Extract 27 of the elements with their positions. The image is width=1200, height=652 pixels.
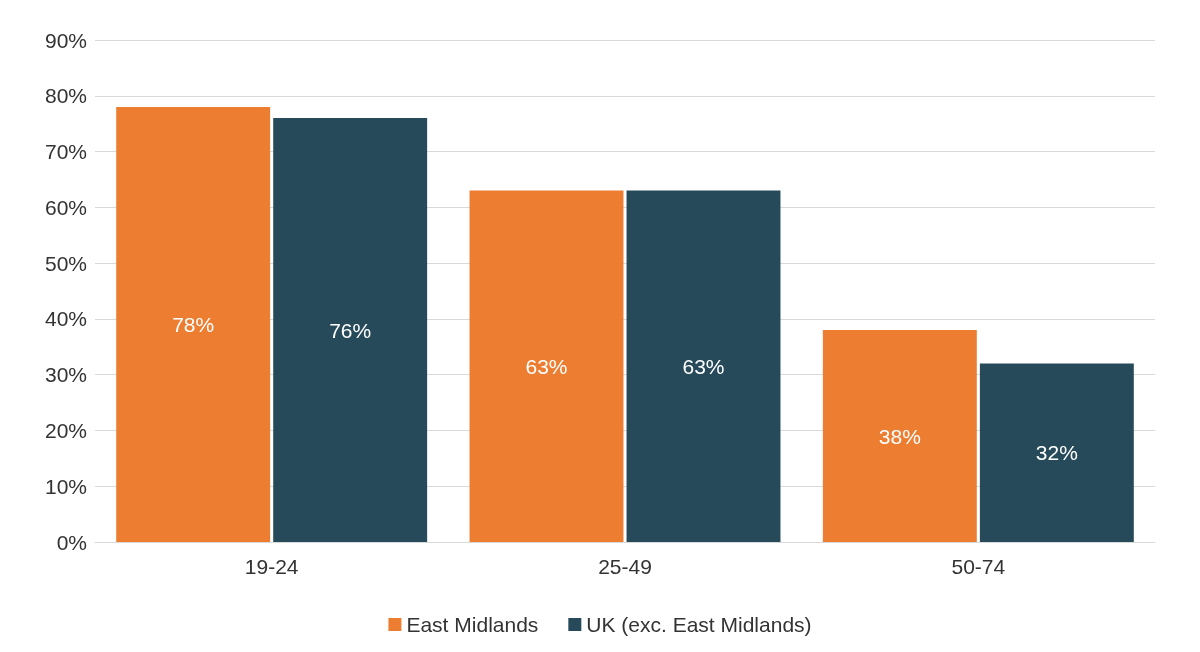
x-tick-label: 19-24 [244,555,299,578]
y-tick-label: 90% [44,28,87,52]
bar [626,190,781,542]
legend-label: UK (exc. East Midlands) [586,613,812,636]
data-label: 78% [172,312,215,336]
data-label: 63% [525,354,568,378]
x-tick-label: 25-49 [598,555,652,578]
x-tick-label: 50-74 [951,555,1006,578]
bar [822,330,977,542]
y-tick-label: 60% [44,195,87,219]
data-label: 38% [878,424,921,448]
bar [979,363,1134,542]
data-label: 76% [329,318,372,342]
y-tick-label: 0% [56,530,87,554]
y-tick-label: 70% [44,140,87,164]
data-label: 63% [682,354,725,378]
y-tick-label: 80% [44,84,87,108]
data-label: 32% [1035,441,1078,465]
y-tick-label: 20% [44,418,87,442]
bar [273,118,428,542]
y-tick-label: 40% [44,307,87,331]
bar [469,190,624,542]
legend-label: East Midlands [406,613,539,636]
y-tick-label: 50% [44,251,87,275]
y-tick-label: 10% [44,474,87,498]
bar [116,106,271,542]
y-tick-label: 30% [44,363,87,387]
